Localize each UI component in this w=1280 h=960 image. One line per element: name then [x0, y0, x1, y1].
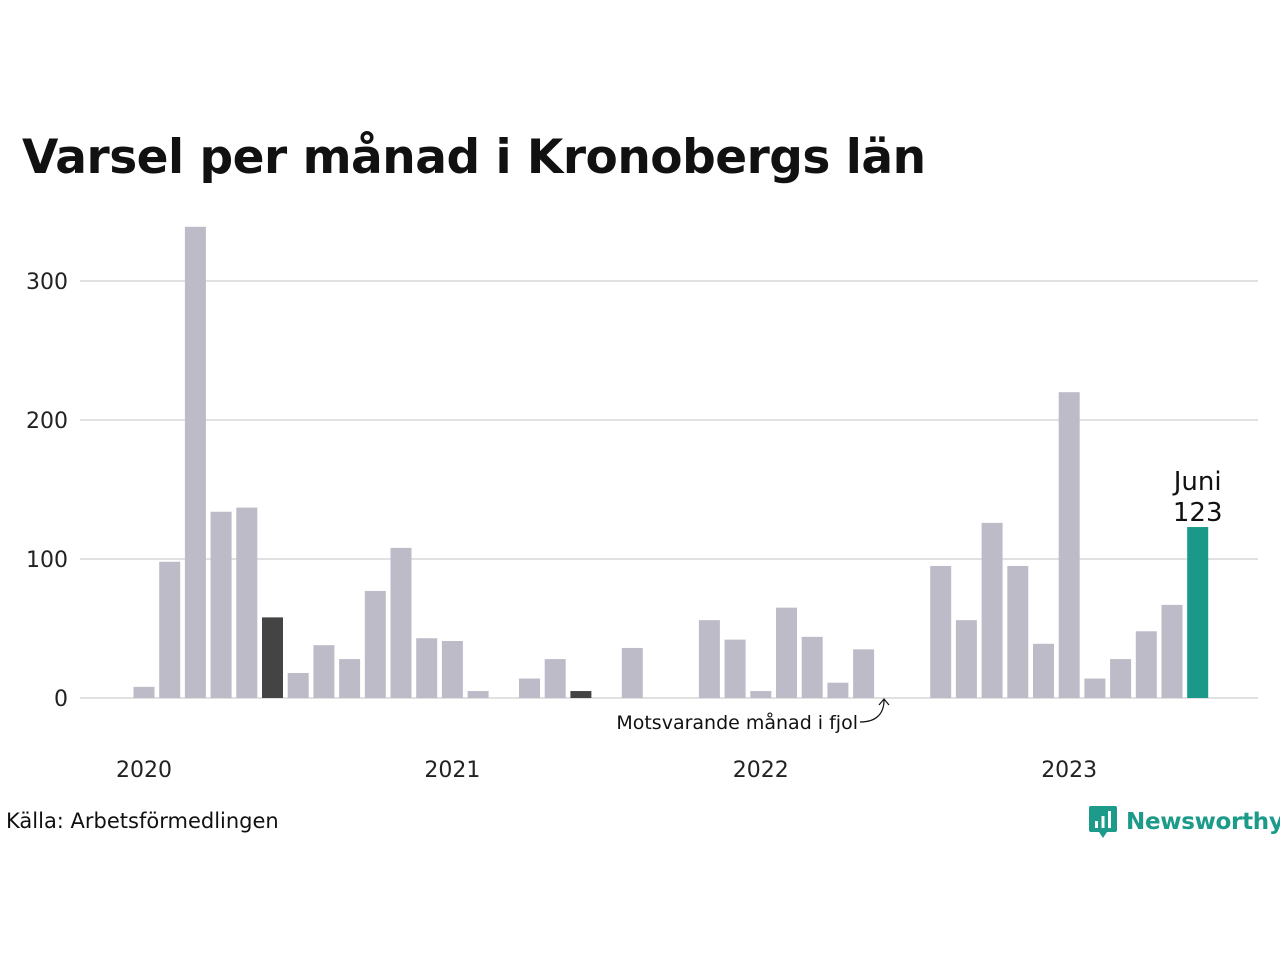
bar — [1033, 643, 1054, 698]
x-tick-label: 2022 — [733, 758, 789, 783]
bar-chart-badge-icon — [1089, 806, 1117, 838]
bar — [724, 639, 746, 698]
highlight-month-label: Juni — [1172, 467, 1222, 497]
bar — [827, 682, 849, 698]
bar-chart: 0 100 200 300 2020 2021 2022 2023 Juni 123 Mot… — [26, 226, 1258, 783]
annotation-text: Motsvarande månad i fjol — [616, 711, 858, 734]
y-tick-label: 300 — [26, 270, 68, 295]
bar — [570, 691, 592, 698]
bar — [1007, 565, 1029, 698]
bar — [236, 507, 258, 698]
annotation-arrow — [859, 699, 885, 723]
annotation-arrowhead — [878, 698, 890, 706]
bar — [1058, 392, 1080, 698]
bar — [519, 678, 540, 698]
bar — [467, 691, 489, 698]
x-tick-label: 2023 — [1041, 758, 1097, 783]
bar — [621, 647, 643, 698]
bar — [776, 607, 797, 698]
bar — [1161, 604, 1183, 698]
y-tick-label: 0 — [54, 687, 68, 712]
y-axis-ticks: 0 100 200 300 — [26, 270, 68, 712]
y-tick-label: 200 — [26, 409, 68, 434]
bar — [698, 620, 720, 698]
bar — [262, 617, 283, 698]
x-tick-label: 2021 — [424, 758, 480, 783]
bar — [339, 659, 361, 698]
bar — [364, 590, 386, 698]
source-note: Källa: Arbetsförmedlingen — [6, 809, 279, 833]
brand-logo: Newsworthy — [1088, 804, 1280, 840]
chart-title: Varsel per månad i Kronobergs län — [22, 130, 926, 185]
bar — [210, 511, 232, 698]
bar — [441, 641, 463, 698]
bar — [133, 686, 155, 698]
bar — [750, 691, 772, 698]
bar — [184, 226, 206, 699]
highlight-value-label: 123 — [1173, 498, 1223, 528]
brand-name: Newsworthy — [1126, 809, 1280, 835]
bar — [1110, 659, 1132, 698]
x-tick-label: 2020 — [116, 758, 172, 783]
bar — [544, 659, 566, 698]
x-axis-ticks: 2020 2021 2022 2023 — [116, 758, 1097, 783]
annotation: Motsvarande månad i fjol — [616, 698, 890, 734]
bar — [801, 636, 823, 698]
bar — [1084, 678, 1106, 698]
bar — [930, 565, 952, 698]
bar — [981, 522, 1003, 698]
bar — [287, 672, 309, 698]
bar — [390, 547, 412, 698]
y-tick-label: 100 — [26, 548, 68, 573]
bar — [416, 638, 438, 698]
bar — [1187, 527, 1209, 698]
bar — [955, 620, 977, 698]
bar — [1135, 631, 1157, 698]
bar — [853, 649, 875, 698]
bar — [159, 561, 181, 698]
bar — [313, 645, 335, 698]
highlight-label: Juni 123 — [1172, 467, 1223, 528]
bars — [133, 226, 1209, 699]
